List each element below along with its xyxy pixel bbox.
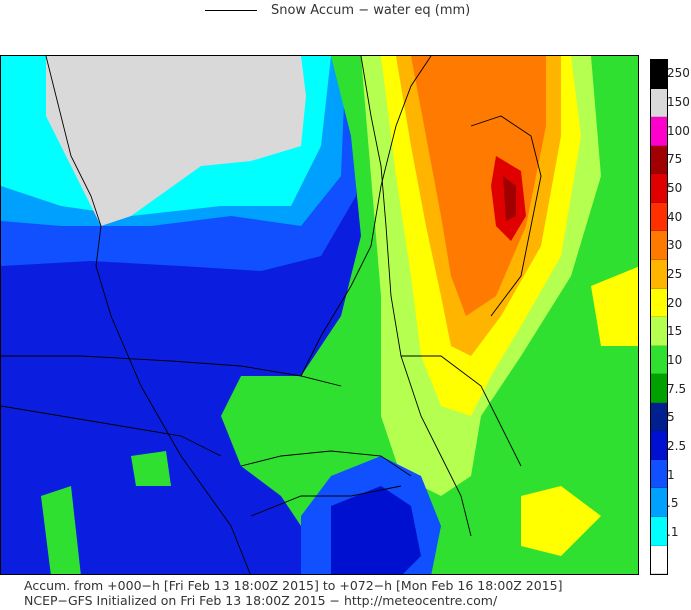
colorbar-segment xyxy=(651,545,667,575)
colorbar-label: 20 xyxy=(667,295,683,310)
colorbar-segment xyxy=(651,288,667,318)
colorbar-segment xyxy=(651,259,667,289)
colorbar-segment xyxy=(651,88,667,118)
colorbar xyxy=(650,59,668,575)
boundary-lines xyxy=(1,56,542,574)
colorbar-segment xyxy=(651,517,667,546)
shade-region-green-central xyxy=(131,451,171,486)
footer-line-accum: Accum. from +000−h [Fri Feb 13 18:00Z 20… xyxy=(24,578,563,593)
precipitation-map xyxy=(0,55,639,575)
shade-region-southdarkblue xyxy=(331,486,421,574)
colorbar-label: 50 xyxy=(667,181,683,195)
colorbar-label: 15 xyxy=(667,324,683,339)
colorbar-label: 10 xyxy=(667,353,683,367)
colorbar-segment xyxy=(651,374,667,403)
colorbar-label: 7.5 xyxy=(667,381,687,396)
colorbar-segment xyxy=(651,231,667,260)
colorbar-label: 40 xyxy=(667,209,683,224)
colorbar-label: 25 xyxy=(667,267,683,281)
shade-region-darkred xyxy=(503,176,516,221)
shade-region-orange xyxy=(411,56,546,316)
colorbar-label: .1 xyxy=(667,525,679,539)
shade-region-gray xyxy=(46,56,306,226)
colorbar-label: 100 xyxy=(667,123,690,138)
colorbar-label: 250 xyxy=(667,66,690,81)
colorbar-segment xyxy=(651,202,667,232)
colorbar-segment xyxy=(651,317,667,346)
colorbar-labels: 250 150 100 75 50 40 30 25 20 15 10 7.5 5 2.5 1 .5 .1 xyxy=(667,59,691,575)
legend-line-swatch xyxy=(205,9,257,11)
colorbar-segment xyxy=(651,174,667,203)
colorbar-segment xyxy=(651,117,667,146)
colorbar-label: 5 xyxy=(667,410,675,425)
colorbar-segment xyxy=(651,459,667,489)
legend-title: Snow Accum − water eq (mm) xyxy=(271,2,471,18)
shade-region-yellow-ne xyxy=(591,266,638,346)
shade-region-green-west xyxy=(41,486,81,574)
colorbar-segment xyxy=(651,145,667,175)
colorbar-label: 2.5 xyxy=(667,439,687,453)
colorbar-segment xyxy=(651,60,667,89)
colorbar-label: 30 xyxy=(667,238,683,253)
colorbar-label: 150 xyxy=(667,95,690,109)
legend-header: Snow Accum − water eq (mm) xyxy=(205,0,525,20)
colorbar-segment xyxy=(651,402,667,432)
colorbar-label: 75 xyxy=(667,152,683,167)
colorbar-label: .5 xyxy=(667,496,679,511)
shade-region-yellow-se xyxy=(521,486,601,556)
footer: Accum. from +000−h [Fri Feb 13 18:00Z 20… xyxy=(24,578,563,608)
colorbar-segment xyxy=(651,488,667,517)
colorbar-segment xyxy=(651,345,667,375)
colorbar-label: 1 xyxy=(667,467,675,482)
footer-line-init: NCEP−GFS Initialized on Fri Feb 13 18:00… xyxy=(24,593,498,608)
colorbar-segment xyxy=(651,431,667,460)
